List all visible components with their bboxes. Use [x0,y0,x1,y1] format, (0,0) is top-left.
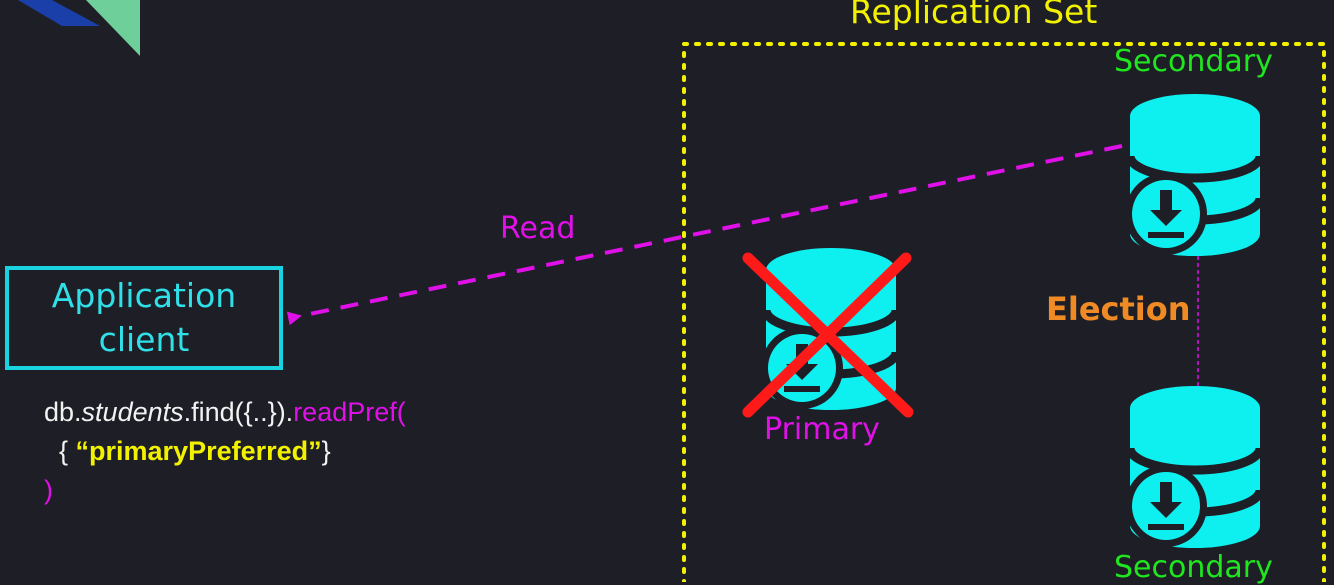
code-snippet: db.students.find({..}).readPref( { “prim… [44,393,406,510]
code-method: readPref( [293,397,406,427]
read-arrow [286,144,1123,326]
code-line2-open: { [44,436,76,466]
code-find-call: .find({..}). [183,397,294,427]
application-client-line2: client [98,320,190,359]
code-prefix: db. [44,397,82,427]
secondary-top-database-icon [1125,94,1260,256]
failure-x-cross-icon [742,252,914,418]
secondary-bottom-label: Secondary [1114,550,1273,585]
code-collection: students [81,397,184,427]
code-preference: “primaryPreferred” [75,436,322,466]
election-label: Election [1046,290,1191,328]
secondary-bottom-database-icon [1125,386,1260,548]
replication-set-title: Replication Set [850,0,1098,31]
corner-logo-icon [18,0,140,56]
code-line3: ) [44,475,53,505]
application-client-line1: Application [51,276,237,315]
application-client-box: Application client [5,266,283,370]
primary-label: Primary [764,412,880,447]
secondary-top-label: Secondary [1114,44,1273,79]
read-label: Read [500,211,576,246]
code-line2-close: } [321,436,331,466]
